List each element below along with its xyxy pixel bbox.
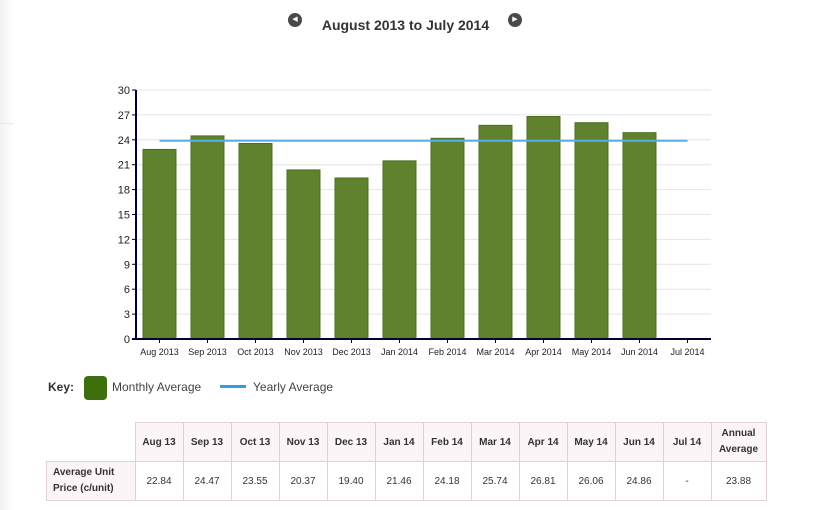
bar — [238, 143, 273, 340]
x-tick-label: Jul 2014 — [670, 347, 704, 357]
column-header: Jan 14 — [374, 422, 424, 462]
column-header: Nov 13 — [278, 422, 328, 462]
next-period-button[interactable]: ▶ — [508, 13, 522, 27]
table-cell: 26.81 — [518, 461, 568, 501]
x-tick-label: Jan 2014 — [381, 347, 418, 357]
table-row: Average Unit Price (c/unit) 22.84 24.47 23… — [46, 461, 767, 501]
yearly-average-key-label: Yearly Average — [253, 380, 334, 394]
column-header: Sep 13 — [182, 422, 232, 462]
key-label: Key: — [48, 380, 75, 394]
chevron-left-icon: ◀ — [292, 16, 298, 23]
table-cell: 24.47 — [182, 461, 232, 501]
table-cell: 21.46 — [374, 461, 424, 501]
column-header: Feb 14 — [422, 422, 472, 462]
table-cell: 23.55 — [230, 461, 280, 501]
y-tick-label: 27 — [118, 110, 130, 122]
monthly-average-key-label: Monthly Average — [112, 380, 202, 394]
left-edge-shadow — [0, 0, 14, 510]
x-tick-label: Sep 2013 — [188, 347, 227, 357]
table-corner — [46, 422, 136, 462]
column-header: Jul 14 — [662, 422, 712, 462]
x-tick-label: Jun 2014 — [621, 347, 658, 357]
y-tick-label: 0 — [124, 334, 130, 346]
table-cell: 24.18 — [422, 461, 472, 501]
y-tick-label: 3 — [124, 309, 130, 321]
table-cell: 20.37 — [278, 461, 328, 501]
x-tick-label: Aug 2013 — [140, 347, 179, 357]
table-cell: 24.86 — [614, 461, 664, 501]
x-tick-label: Dec 2013 — [332, 347, 371, 357]
row-label-line: Average Unit — [53, 467, 115, 478]
y-tick-label: 24 — [118, 135, 130, 147]
x-tick-label: Apr 2014 — [525, 347, 562, 357]
annual-average-header-line: Annual — [721, 428, 756, 439]
yearly-average-line-swatch — [220, 385, 246, 388]
bar — [190, 135, 225, 340]
table-cell: 25.74 — [470, 461, 520, 501]
table-header-row: Aug 13 Sep 13 Oct 13 Nov 13 Dec 13 Jan 14 Feb … — [46, 422, 767, 462]
bar — [622, 132, 657, 340]
y-tick-label: 6 — [124, 284, 130, 296]
annual-average-value: 23.88 — [710, 461, 767, 501]
y-tick-label: 21 — [118, 160, 130, 172]
column-header: Jun 14 — [614, 422, 664, 462]
column-header: May 14 — [566, 422, 616, 462]
x-tick-label: Nov 2013 — [284, 347, 323, 357]
column-header: Apr 14 — [518, 422, 568, 462]
table-cell: 22.84 — [134, 461, 184, 501]
row-label-line: Price (c/unit) — [53, 483, 114, 494]
bar — [574, 122, 609, 340]
row-label: Average Unit Price (c/unit) — [46, 461, 136, 501]
bar — [334, 177, 369, 340]
annual-average-header: Annual Average — [710, 422, 767, 462]
period-title: August 2013 to July 2014 — [321, 17, 490, 33]
table-cell: - — [662, 461, 712, 501]
chevron-right-icon: ▶ — [512, 16, 518, 23]
x-tick-label: Oct 2013 — [237, 347, 274, 357]
bar — [142, 148, 177, 340]
table-cell: 19.40 — [326, 461, 376, 501]
bar — [478, 124, 513, 340]
column-header: Aug 13 — [134, 422, 184, 462]
column-header: Oct 13 — [230, 422, 280, 462]
x-tick-label: Mar 2014 — [476, 347, 514, 357]
y-tick-label: 18 — [118, 185, 130, 197]
y-tick-label: 15 — [118, 210, 130, 222]
y-tick-label: 12 — [118, 234, 130, 246]
column-header: Dec 13 — [326, 422, 376, 462]
x-tick-label: Feb 2014 — [428, 347, 466, 357]
price-table: Aug 13 Sep 13 Oct 13 Nov 13 Dec 13 Jan 14 Feb … — [46, 422, 767, 501]
annual-average-header-line: Average — [718, 444, 759, 455]
table-cell: 26.06 — [566, 461, 616, 501]
y-tick-label: 30 — [118, 85, 130, 97]
y-tick-label: 9 — [124, 259, 130, 271]
bar — [286, 169, 321, 340]
bar — [526, 115, 561, 340]
x-tick-label: May 2014 — [572, 347, 612, 357]
column-header: Mar 14 — [470, 422, 520, 462]
bar — [382, 160, 417, 340]
monthly-average-swatch — [84, 376, 107, 400]
left-edge-line — [0, 123, 14, 124]
bar — [430, 137, 465, 340]
monthly-price-chart: 0 3 6 9 12 15 18 21 24 27 30 Aug 2013 Sep 2013 Oct 20… — [118, 85, 711, 357]
previous-period-button[interactable]: ◀ — [288, 13, 302, 27]
